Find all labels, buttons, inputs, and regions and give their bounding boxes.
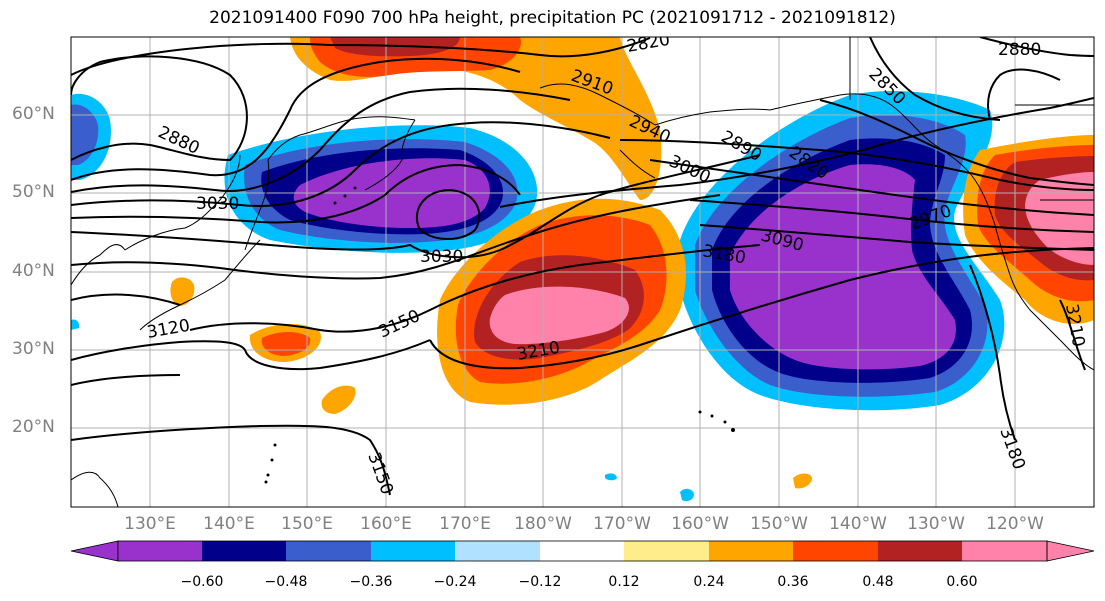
colorbar-segment bbox=[793, 541, 878, 561]
colorbar-tick-label: −0.36 bbox=[349, 574, 393, 590]
colorbar-tick-label: −0.24 bbox=[433, 574, 477, 590]
pos-anomaly-patch bbox=[321, 385, 356, 414]
lon-label: 170°E bbox=[439, 514, 491, 534]
colorbar-segment bbox=[709, 541, 793, 561]
colorbar-min-extension bbox=[70, 540, 119, 562]
colorbar-tick-label: 0.12 bbox=[608, 574, 640, 590]
pos-anomaly-patch bbox=[793, 473, 812, 489]
colorbar-tick-label: 0.60 bbox=[946, 574, 978, 590]
colorbar-segment bbox=[455, 541, 540, 561]
lon-label: 150°E bbox=[281, 514, 333, 534]
neg-anomaly-patch bbox=[680, 488, 694, 502]
lon-label: 180°W bbox=[514, 514, 572, 534]
coastlines bbox=[71, 37, 1094, 507]
height-contours bbox=[71, 37, 1094, 496]
neg-anomaly-far-west bbox=[71, 104, 99, 165]
lat-label: 60°N bbox=[12, 104, 55, 124]
lon-label: 160°E bbox=[360, 514, 412, 534]
contour-label: 3030 bbox=[196, 194, 239, 214]
colorbar-max-extension bbox=[1046, 540, 1095, 562]
map-title: 2021091400 F090 700 hPa height, precipit… bbox=[209, 8, 896, 28]
plot-frame bbox=[70, 36, 1095, 508]
neg-anomaly-east bbox=[730, 164, 956, 370]
lon-label: 130°W bbox=[907, 514, 965, 534]
colorbar-frame bbox=[117, 540, 1048, 562]
colorbar-segment bbox=[118, 541, 202, 561]
colorbar-tick-label: −0.12 bbox=[518, 574, 562, 590]
lat-label: 20°N bbox=[12, 417, 55, 437]
lon-label: 160°W bbox=[671, 514, 729, 534]
lat-label: 30°N bbox=[12, 339, 55, 359]
lon-label: 140°W bbox=[829, 514, 887, 534]
pos-anomaly-east bbox=[1025, 172, 1094, 265]
colorbar bbox=[70, 540, 1095, 562]
colorbar-tick-label: −0.60 bbox=[180, 574, 224, 590]
pos-anomaly-central bbox=[489, 286, 629, 345]
neg-anomaly-patch bbox=[71, 319, 80, 330]
colorbar-tick-label: −0.48 bbox=[264, 574, 308, 590]
neg-anomaly-patch bbox=[605, 473, 617, 481]
colorbar-segment bbox=[286, 541, 371, 561]
lon-label: 130°E bbox=[124, 514, 176, 534]
colorbar-segment bbox=[540, 541, 624, 561]
lon-label: 140°E bbox=[203, 514, 255, 534]
lon-label: 170°W bbox=[593, 514, 651, 534]
colorbar-tick-label: 0.24 bbox=[693, 574, 725, 590]
lat-label: 40°N bbox=[12, 261, 55, 281]
contour-label: 3030 bbox=[420, 247, 463, 267]
lon-label: 150°W bbox=[750, 514, 808, 534]
colorbar-tick-label: 0.36 bbox=[777, 574, 809, 590]
colorbar-segment bbox=[624, 541, 709, 561]
island-dots bbox=[264, 186, 735, 484]
colorbar-segment bbox=[962, 541, 1047, 561]
colorbar-segment bbox=[202, 541, 286, 561]
lon-label: 120°W bbox=[986, 514, 1044, 534]
colorbar-tick-label: 0.48 bbox=[862, 574, 894, 590]
colorbar-segment bbox=[371, 541, 455, 561]
lat-label: 50°N bbox=[12, 182, 55, 202]
pos-anomaly-patch bbox=[170, 277, 195, 306]
pos-anomaly-north bbox=[290, 37, 662, 200]
colorbar-segment bbox=[878, 541, 962, 561]
precipitation-field: 2820 2880 2910 2850 2880 2940 2890 2820 … bbox=[71, 37, 1094, 507]
contour-label: 2880 bbox=[998, 40, 1041, 60]
